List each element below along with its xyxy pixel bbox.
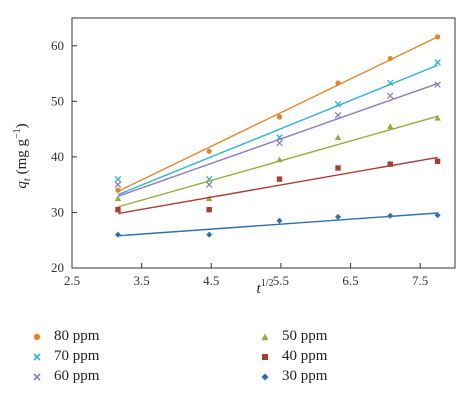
data-point <box>387 55 393 62</box>
y-tick-label: 60 <box>51 38 64 53</box>
data-point <box>276 217 283 224</box>
data-point <box>114 195 122 202</box>
data-point <box>206 206 212 213</box>
data-point <box>334 134 342 141</box>
x-axis-label: t1/2 <box>257 278 274 297</box>
data-point <box>387 161 393 167</box>
data-point <box>276 139 283 147</box>
series-40-ppm <box>115 156 441 215</box>
legend-item-80ppm: 80 ppm <box>30 328 99 345</box>
x-marker-icon <box>33 372 41 381</box>
data-point <box>114 175 122 183</box>
legend-label: 50 ppm <box>282 328 328 344</box>
y-tick-label: 50 <box>51 93 64 108</box>
legend: 80 ppm 50 ppm 70 ppm 40 ppm 60 ppm 30 pp… <box>0 300 474 404</box>
data-point <box>434 81 441 88</box>
fit-line <box>117 82 438 197</box>
data-point <box>205 195 213 202</box>
series-80-ppm <box>115 34 441 193</box>
legend-label: 30 ppm <box>282 368 328 384</box>
x-tick-label: 6.5 <box>342 273 358 288</box>
series-30-ppm <box>114 212 441 238</box>
y-tick-label: 30 <box>51 204 64 219</box>
data-point <box>114 181 122 188</box>
legend-label: 80 ppm <box>54 328 100 344</box>
circle-marker-icon <box>33 333 41 340</box>
legend-item-70ppm: 70 ppm <box>30 348 99 365</box>
data-point <box>335 80 341 86</box>
series-50-ppm <box>114 114 441 208</box>
x-tick-label: 4.5 <box>203 273 219 288</box>
data-point <box>276 114 283 120</box>
data-point <box>434 59 441 66</box>
square-marker-icon <box>262 353 268 360</box>
fit-line <box>117 156 438 215</box>
y-axis-label: qt(mg g−1) <box>12 123 33 188</box>
data-point <box>386 92 394 100</box>
fit-line <box>117 36 438 192</box>
data-point <box>206 231 213 238</box>
y-tick-label: 20 <box>51 260 64 275</box>
legend-item-50ppm: 50 ppm <box>258 328 327 345</box>
axes: 2.5 3.5 4.5 5.5 6.5 7.5 20 30 40 50 60 <box>51 17 456 288</box>
triangle-marker-icon <box>261 332 269 340</box>
data-point <box>434 34 441 40</box>
data-point <box>335 213 342 220</box>
data-point <box>205 181 213 188</box>
data-point <box>206 148 212 154</box>
legend-item-60ppm: 60 ppm <box>30 368 99 385</box>
x-tick-label: 2.5 <box>64 273 80 288</box>
series-layer <box>114 34 441 238</box>
data-point <box>334 100 342 108</box>
data-point <box>434 114 441 121</box>
data-point <box>276 156 283 163</box>
data-point <box>434 212 441 219</box>
data-point <box>335 165 341 171</box>
chart: 2.5 3.5 4.5 5.5 6.5 7.5 20 30 40 50 60 t1/2 qt(mg … <box>12 17 456 297</box>
x-tick-label: 3.5 <box>134 273 150 288</box>
data-point <box>387 212 394 219</box>
y-tick-label: 40 <box>51 149 64 164</box>
legend-label: 60 ppm <box>54 368 100 384</box>
data-point <box>276 176 283 182</box>
legend-label: 70 ppm <box>54 348 100 364</box>
x-marker-icon <box>33 352 41 361</box>
data-point <box>115 187 121 193</box>
data-point <box>387 123 394 129</box>
x-tick-label: 7.5 <box>412 273 428 288</box>
fit-line <box>117 212 438 237</box>
diamond-marker-icon <box>261 373 269 380</box>
fit-line <box>117 64 438 196</box>
data-point <box>334 111 342 119</box>
data-point <box>114 231 121 238</box>
legend-label: 40 ppm <box>282 348 328 364</box>
data-point <box>386 79 394 87</box>
x-tick-label: 5.5 <box>273 273 289 288</box>
legend-item-30ppm: 30 ppm <box>258 368 327 385</box>
legend-item-40ppm: 40 ppm <box>258 348 327 365</box>
data-point <box>115 206 121 213</box>
data-point <box>434 158 441 165</box>
plot-frame <box>71 17 456 269</box>
series-60-ppm <box>114 81 441 197</box>
